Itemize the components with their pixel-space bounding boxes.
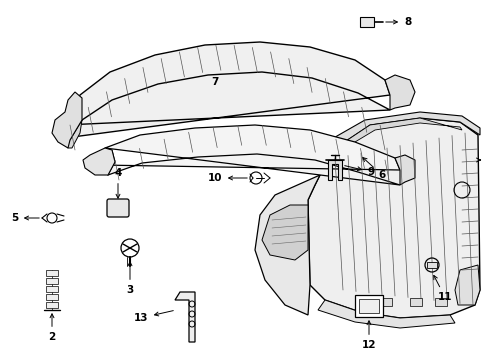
- Text: 8: 8: [385, 17, 410, 27]
- Polygon shape: [262, 205, 307, 260]
- Polygon shape: [317, 300, 454, 328]
- Bar: [379, 298, 391, 306]
- Polygon shape: [307, 118, 479, 318]
- Bar: [358, 299, 378, 313]
- Bar: [46, 278, 58, 284]
- Text: 3: 3: [126, 262, 133, 295]
- Polygon shape: [254, 175, 319, 315]
- Text: 4: 4: [114, 168, 122, 198]
- Polygon shape: [52, 92, 82, 148]
- Polygon shape: [65, 42, 389, 140]
- Polygon shape: [454, 265, 479, 305]
- Text: 6: 6: [362, 158, 385, 180]
- Bar: [426, 262, 436, 268]
- Polygon shape: [175, 292, 195, 342]
- Bar: [46, 294, 58, 300]
- Polygon shape: [100, 148, 115, 175]
- Text: 10: 10: [207, 173, 247, 183]
- Bar: [46, 302, 58, 308]
- Text: 1: 1: [475, 155, 488, 165]
- Bar: [46, 286, 58, 292]
- Polygon shape: [314, 112, 479, 175]
- Polygon shape: [384, 75, 414, 110]
- Text: 9: 9: [344, 166, 374, 177]
- Polygon shape: [65, 120, 82, 148]
- Polygon shape: [83, 148, 115, 175]
- Polygon shape: [339, 118, 461, 148]
- Polygon shape: [100, 125, 399, 185]
- Text: 11: 11: [433, 275, 451, 302]
- Text: 12: 12: [361, 321, 375, 350]
- Bar: [409, 298, 421, 306]
- Polygon shape: [394, 155, 414, 185]
- Text: 13: 13: [133, 311, 173, 323]
- Bar: [354, 295, 382, 317]
- Bar: [46, 270, 58, 276]
- Text: 5: 5: [11, 213, 39, 223]
- Text: 2: 2: [48, 314, 56, 342]
- Text: 7: 7: [211, 77, 218, 87]
- Bar: [434, 298, 446, 306]
- FancyBboxPatch shape: [107, 199, 129, 217]
- Bar: [359, 17, 373, 27]
- Polygon shape: [327, 160, 341, 180]
